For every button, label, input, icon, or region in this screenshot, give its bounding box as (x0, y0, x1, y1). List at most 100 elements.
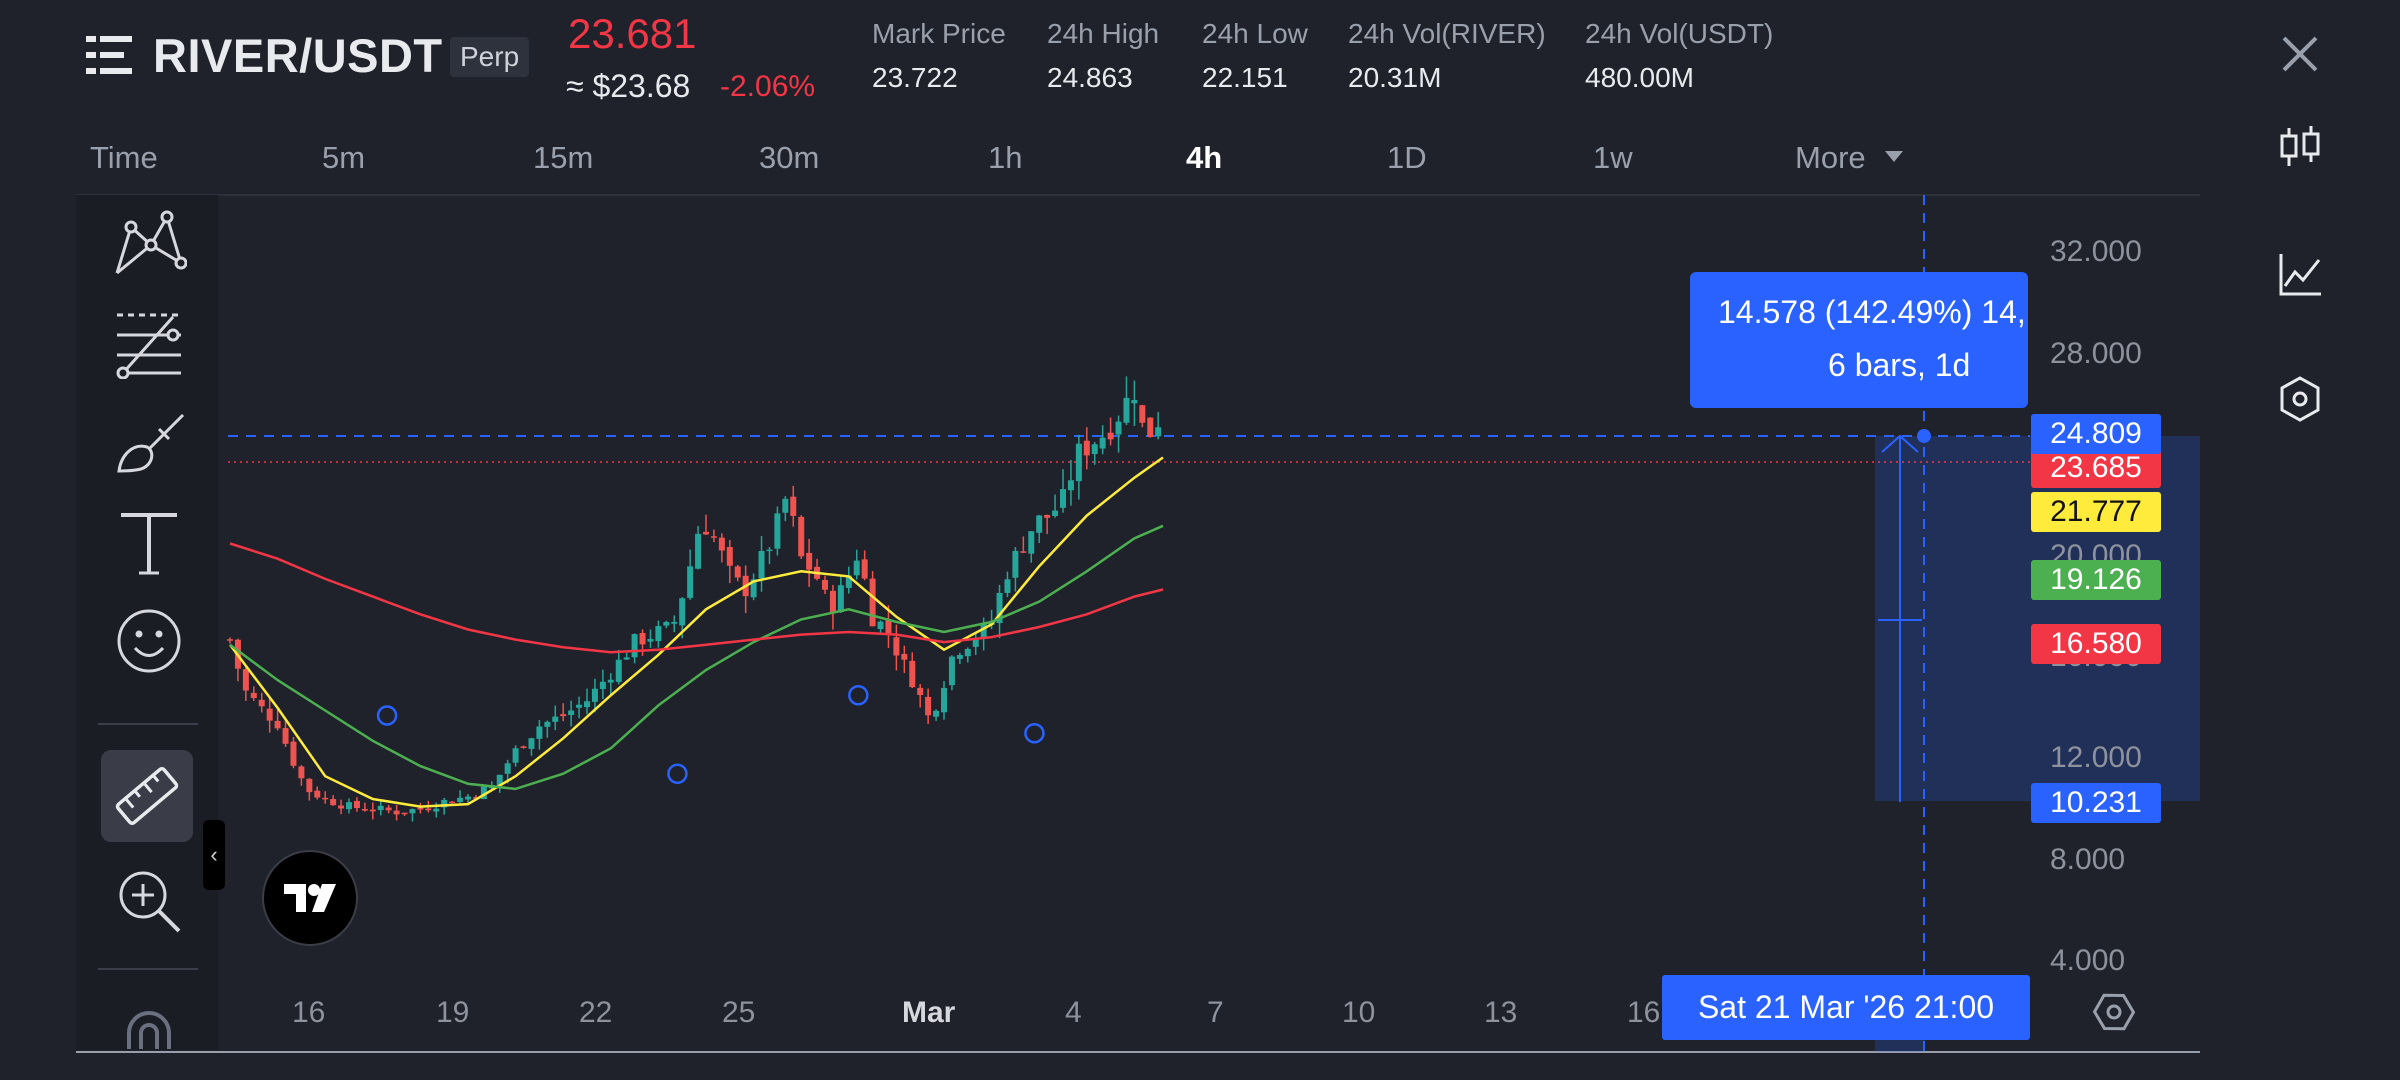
candle-body (385, 807, 392, 811)
price-axis-label: 32.000 (2050, 235, 2142, 268)
stat-value-24h-low: 22.151 (1202, 62, 1288, 93)
candle-body (520, 746, 527, 748)
candle-body (457, 797, 464, 802)
measure-high-tag: 24.809 (2031, 414, 2161, 454)
more-timeframes-button[interactable]: More (1795, 140, 1866, 175)
brush-icon[interactable] (111, 405, 187, 481)
collapse-toolbar-button[interactable]: ‹ (203, 820, 225, 890)
tab-30m[interactable]: 30m (759, 140, 820, 175)
candle-body (274, 720, 281, 729)
usd-price: ≈ $23.68 (566, 68, 691, 104)
zoom-in-icon[interactable] (111, 863, 187, 939)
stat-value-mark-price: 23.722 (872, 62, 958, 93)
candle-body (909, 660, 916, 688)
pair-title[interactable]: RIVER/USDT (153, 29, 443, 82)
date-axis-label: 10 (1342, 996, 1376, 1029)
candle-body (425, 808, 432, 811)
chart-settings-icon[interactable] (2092, 990, 2136, 1034)
candle-body (393, 810, 400, 815)
candle-body (1091, 444, 1098, 455)
candle-body (409, 809, 416, 814)
tab-1h[interactable]: 1h (988, 140, 1023, 175)
candle-body (663, 622, 670, 626)
candle-body (766, 549, 773, 552)
ma-line-red (229, 542, 1164, 654)
candle-body (465, 796, 471, 800)
candle-body (330, 799, 337, 806)
tab-15m[interactable]: 15m (533, 140, 594, 175)
candle-body (853, 560, 860, 576)
candle-body (1028, 531, 1035, 554)
candle-body (1123, 397, 1130, 423)
tab-4h[interactable]: 4h (1186, 140, 1223, 175)
candle-body (504, 763, 511, 774)
price-axis-label: 12.000 (2050, 741, 2142, 774)
magnet-icon[interactable] (111, 1003, 187, 1049)
menu-icon[interactable] (86, 34, 132, 76)
measure-arrow-icon (1881, 434, 1919, 453)
date-axis-label: 7 (1207, 996, 1224, 1029)
stat-label-mark-price: Mark Price (872, 18, 1006, 49)
time-label: Time (90, 140, 158, 175)
toolbar-divider (98, 723, 198, 725)
candle-body (1139, 405, 1146, 423)
indicators-icon[interactable] (2275, 250, 2325, 300)
measure-tooltip: 14.578 (142.49%) 14, 6 bars, 1d (1690, 272, 2028, 408)
candle-body (790, 496, 797, 516)
candle-body (933, 710, 940, 717)
emoji-icon[interactable] (111, 603, 187, 679)
candle-body (718, 537, 725, 551)
ma-green-tag: 19.126 (2031, 560, 2161, 600)
stat-value-24h-high: 24.863 (1047, 62, 1133, 93)
candle-body (472, 797, 479, 799)
candle-body (298, 766, 305, 779)
crosshair-date-label: Sat 21 Mar '26 21:00 (1662, 975, 2030, 1040)
candle-body (1052, 510, 1059, 517)
pattern-tool-icon[interactable] (111, 205, 187, 281)
candle-body (845, 575, 852, 588)
candle-body (726, 547, 733, 566)
candle-body (631, 634, 638, 658)
stat-label-24h-vol-river: 24h Vol(RIVER) (1348, 18, 1546, 49)
candle-body (314, 790, 321, 798)
candle-body (925, 696, 932, 716)
date-axis-label: 19 (436, 996, 470, 1029)
candle-body (401, 812, 408, 815)
candle-body (353, 800, 360, 809)
price-axis-label: 28.000 (2050, 337, 2142, 370)
chevron-down-icon[interactable] (1885, 151, 1903, 162)
ma-line-yellow (229, 456, 1164, 808)
text-tool-icon[interactable] (111, 505, 187, 581)
ma-line-green (229, 524, 1164, 791)
candle-body (710, 536, 717, 538)
candle-body (528, 738, 535, 749)
candle-body (822, 579, 828, 590)
candle-body (861, 559, 868, 579)
ruler-button[interactable] (101, 750, 193, 842)
tab-1w[interactable]: 1w (1593, 140, 1633, 175)
measure-low-tag: 10.231 (2031, 783, 2161, 823)
hexagon-settings-icon[interactable] (2275, 374, 2325, 424)
candle-body (972, 639, 979, 647)
candle-body (266, 708, 273, 721)
candle-body (1036, 515, 1043, 533)
candle-body (956, 655, 963, 659)
tab-1d[interactable]: 1D (1387, 140, 1427, 175)
candlestick-type-icon[interactable] (2275, 122, 2325, 172)
candle-body (941, 687, 947, 713)
candle-body (1020, 551, 1027, 553)
candle-body (623, 657, 630, 660)
event-marker-icon (1024, 722, 1045, 744)
candle-body (1067, 480, 1074, 491)
candle-body (679, 598, 686, 626)
price-axis-label: 8.000 (2050, 843, 2126, 876)
tab-5m[interactable]: 5m (322, 140, 366, 175)
event-marker-icon (667, 763, 688, 784)
close-icon[interactable] (2278, 32, 2322, 76)
candlestick-series (227, 376, 1162, 822)
fib-retracement-icon[interactable] (111, 303, 187, 379)
candle-body (687, 566, 694, 598)
candle-body (996, 592, 1003, 624)
contract-type-badge: Perp (450, 37, 530, 77)
